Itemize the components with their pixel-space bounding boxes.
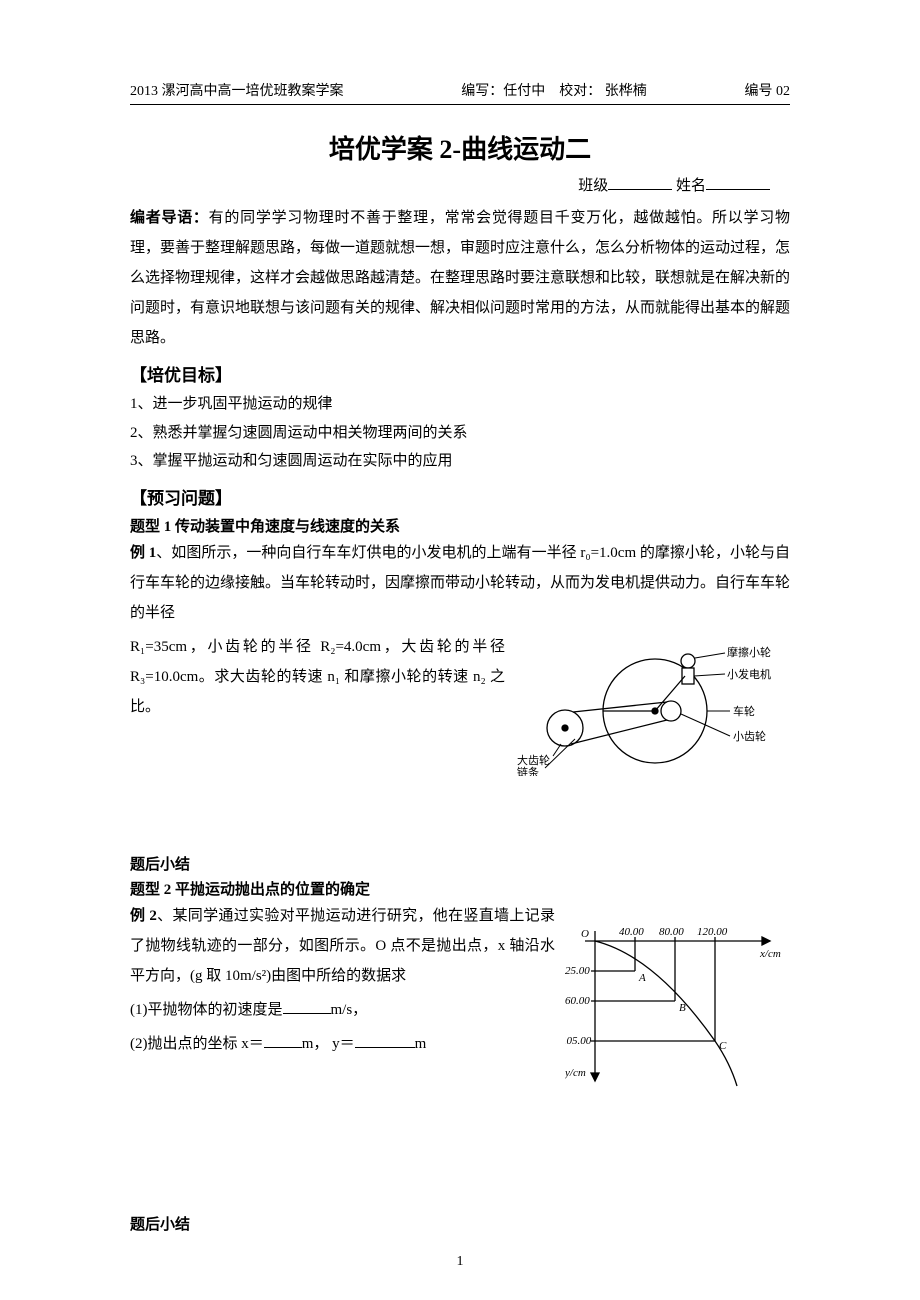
lbl-generator: 小发电机: [727, 667, 771, 681]
xtick-3: 120.00: [697, 926, 728, 938]
page-number: 1: [0, 1254, 920, 1270]
axis-O: O: [581, 928, 589, 940]
pt-A: A: [638, 972, 646, 984]
x-axis-label: x/cm: [759, 948, 781, 960]
lbl-chain: 链条: [517, 765, 539, 776]
goal-item-2: 2、熟悉并掌握匀速圆周运动中相关物理两间的关系: [130, 419, 790, 448]
xtick-2: 80.00: [659, 926, 684, 938]
ex2-l1-suf: m/s，: [331, 1002, 368, 1018]
bicycle-svg: 摩擦小轮 小发电机 车轮 小齿轮 大齿轮 链条: [515, 636, 790, 776]
page-header: 2013 漯河高中高一培优班教案学案 编写：任付中 校对： 张桦楠 编号 02: [130, 80, 790, 105]
q2-summary: 题后小结: [130, 1213, 790, 1234]
goal-item-3: 3、掌握平抛运动和匀速圆周运动在实际中的应用: [130, 447, 790, 476]
lbl-friction-wheel: 摩擦小轮: [727, 645, 771, 659]
ex1-text-wrap: R₁=35cm，小齿轮的半径 R₂=4.0cm，大齿轮的半径 R₃=10.0cm…: [130, 632, 510, 722]
ex2-l2-suf: m: [415, 1036, 427, 1052]
lbl-big-gear: 大齿轮: [517, 753, 550, 767]
header-author: 编写：任付中: [461, 84, 545, 99]
ex1-body-1: 、如图所示，一种向自行车车灯供电的小发电机的上端有一半径 r₀=1.0cm 的摩…: [130, 545, 790, 621]
lbl-small-gear: 小齿轮: [733, 729, 766, 743]
header-reviewer: 校对： 张桦楠: [559, 84, 647, 99]
blank-x[interactable]: [264, 1033, 302, 1048]
q1-summary: 题后小结: [130, 853, 790, 874]
ex2-l2-mid: m， y＝: [302, 1036, 355, 1052]
class-blank[interactable]: [608, 175, 672, 190]
preview-head: 【预习问题】: [130, 484, 790, 509]
figure-parabola: O 40.00 80.00 120.00 x/cm 25.00 60.00 10…: [565, 921, 790, 1107]
q1-head: 题型 1 传动装置中角速度与线速度的关系: [130, 515, 790, 536]
xtick-1: 40.00: [619, 926, 644, 938]
intro-lead: 编者导语：: [130, 210, 209, 226]
ytick-1: 25.00: [565, 965, 590, 977]
pt-C: C: [719, 1040, 727, 1052]
header-right: 编号 02: [715, 80, 791, 100]
header-mid: 编写：任付中 校对： 张桦楠: [344, 80, 715, 100]
header-left: 2013 漯河高中高一培优班教案学案: [130, 80, 344, 100]
page-title: 培优学案 2-曲线运动二: [130, 129, 790, 166]
figure-bicycle: 摩擦小轮 小发电机 车轮 小齿轮 大齿轮 链条: [515, 636, 790, 787]
ex1-text-full: 例 1、如图所示，一种向自行车车灯供电的小发电机的上端有一半径 r₀=1.0cm…: [130, 538, 790, 628]
ytick-2: 60.00: [565, 995, 590, 1007]
q2-head: 题型 2 平抛运动抛出点的位置的确定: [130, 878, 790, 899]
class-label: 班级: [578, 178, 608, 194]
example-2: O 40.00 80.00 120.00 x/cm 25.00 60.00 10…: [130, 901, 790, 1113]
intro-paragraph: 编者导语：有的同学学习物理时不善于整理，常常会觉得题目千变万化，越做越怕。所以学…: [130, 203, 790, 353]
name-label: 姓名: [676, 178, 706, 194]
example-1: 例 1、如图所示，一种向自行车车灯供电的小发电机的上端有一半径 r₀=1.0cm…: [130, 538, 790, 793]
blank-v0[interactable]: [283, 999, 331, 1014]
ex2-l1-pre: (1)平抛物体的初速度是: [130, 1002, 283, 1018]
ex2-label: 例 2: [130, 908, 157, 924]
ex1-label: 例 1: [130, 545, 156, 561]
ex2-l2-pre: (2)抛出点的坐标 x＝: [130, 1036, 264, 1052]
goal-item-1: 1、进一步巩固平抛运动的规律: [130, 390, 790, 419]
pt-B: B: [679, 1002, 686, 1014]
class-name-line: 班级 姓名: [130, 174, 790, 195]
blank-y[interactable]: [355, 1033, 415, 1048]
page: 2013 漯河高中高一培优班教案学案 编写：任付中 校对： 张桦楠 编号 02 …: [0, 0, 920, 1300]
name-blank[interactable]: [706, 175, 770, 190]
parabola-svg: O 40.00 80.00 120.00 x/cm 25.00 60.00 10…: [565, 921, 790, 1096]
lbl-wheel: 车轮: [733, 704, 755, 718]
ytick-3: 105.00: [565, 1035, 592, 1047]
ex2-body: 、某同学通过实验对平抛运动进行研究，他在竖直墙上记录了抛物线轨迹的一部分，如图所…: [130, 908, 555, 984]
goals-head: 【培优目标】: [130, 361, 790, 386]
y-axis-label: y/cm: [565, 1067, 586, 1079]
intro-text: 有的同学学习物理时不善于整理，常常会觉得题目千变万化，越做越怕。所以学习物理，要…: [130, 210, 790, 346]
